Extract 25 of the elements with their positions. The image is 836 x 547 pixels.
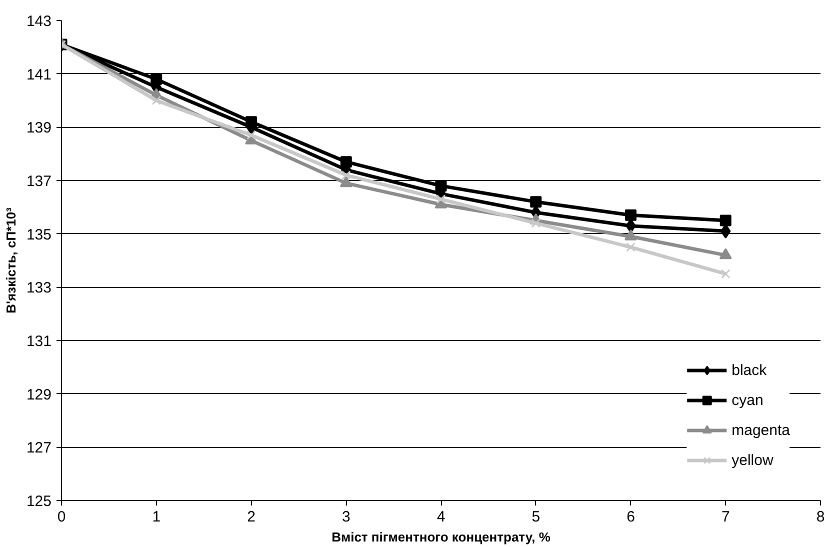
- x-tick-label: 1: [152, 508, 161, 526]
- y-axis-title: В'язкість, сП*10³: [3, 206, 18, 314]
- y-tick-label: 141: [26, 66, 52, 84]
- x-tick-label: 3: [342, 508, 350, 526]
- y-tick-label: 137: [26, 173, 52, 190]
- x-tick-label: 5: [532, 508, 540, 526]
- x-tick-label: 8: [816, 508, 825, 526]
- y-tick-label: 125: [26, 493, 52, 510]
- y-tick-label: 139: [26, 120, 52, 137]
- legend-label: cyan: [732, 392, 764, 408]
- x-tick-label: 6: [626, 508, 635, 526]
- y-tick-label: 129: [26, 386, 52, 404]
- legend-label: yellow: [732, 452, 774, 468]
- y-tick-label: 131: [26, 333, 52, 350]
- y-tick-label: 133: [26, 280, 52, 297]
- legend-label: magenta: [732, 422, 790, 438]
- y-tick-label: 135: [26, 226, 52, 244]
- x-tick-label: 7: [721, 508, 730, 526]
- y-tick-label: 143: [26, 13, 52, 30]
- x-tick-label: 2: [247, 508, 256, 526]
- y-tick-label: 127: [26, 440, 52, 457]
- x-tick-label: 0: [57, 508, 66, 526]
- x-tick-label: 4: [436, 508, 446, 526]
- legend-label: black: [732, 362, 767, 378]
- x-axis-title: Вміст пігментного концентрату, %: [332, 530, 551, 544]
